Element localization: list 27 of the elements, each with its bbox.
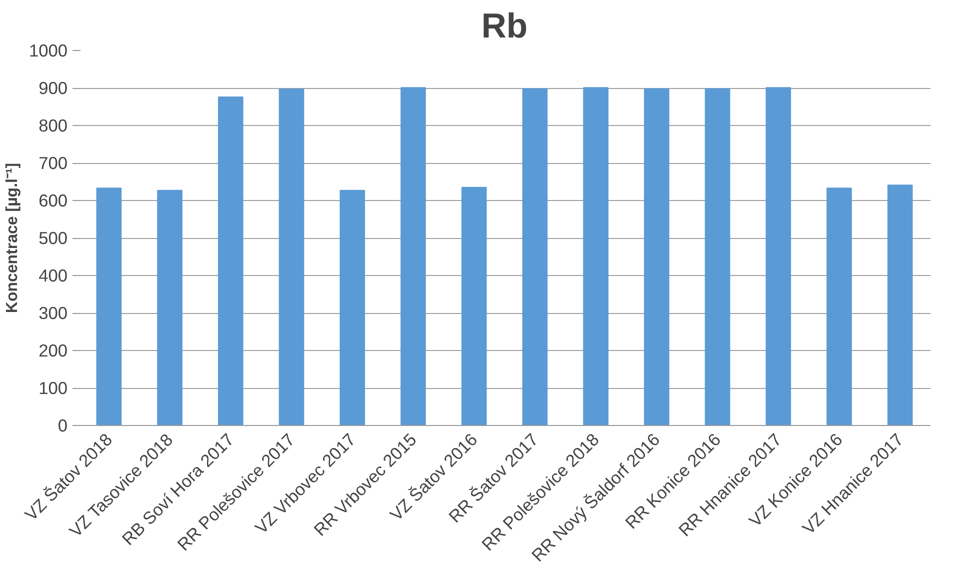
y-tick-label: 700 bbox=[38, 153, 68, 173]
y-tick-label: 600 bbox=[38, 190, 68, 210]
y-tick-label: 1000 bbox=[28, 40, 68, 60]
y-tick-label: 300 bbox=[38, 303, 68, 323]
bar bbox=[96, 188, 122, 426]
y-tick-label: 200 bbox=[38, 340, 68, 360]
bar bbox=[583, 87, 608, 426]
y-tick-label: 0 bbox=[58, 416, 68, 436]
y-tick-label: 800 bbox=[38, 116, 68, 136]
bar bbox=[766, 87, 792, 426]
y-tick-label: 400 bbox=[38, 266, 68, 286]
bar bbox=[461, 186, 487, 426]
y-tick-label: 900 bbox=[38, 78, 68, 98]
bar bbox=[340, 190, 366, 426]
bar bbox=[157, 190, 182, 426]
bar bbox=[826, 188, 852, 426]
y-tick-label: 500 bbox=[38, 228, 68, 248]
bar bbox=[887, 184, 913, 426]
bar bbox=[218, 96, 244, 426]
bar bbox=[644, 88, 670, 426]
bar bbox=[278, 88, 304, 426]
bar bbox=[522, 88, 548, 426]
bar bbox=[400, 87, 426, 426]
y-axis-title: Koncentrace [µg.l⁻¹] bbox=[4, 162, 21, 314]
y-tick-label: 100 bbox=[38, 378, 68, 398]
bar bbox=[704, 88, 730, 426]
chart-title: Rb bbox=[481, 8, 528, 46]
